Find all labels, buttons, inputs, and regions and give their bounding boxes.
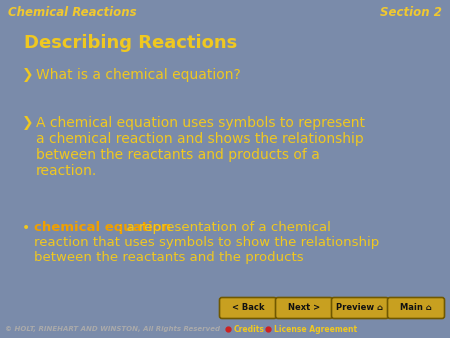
Text: between the reactants and the products: between the reactants and the products [34, 251, 304, 264]
FancyBboxPatch shape [220, 297, 276, 318]
Text: Credits: Credits [234, 324, 265, 334]
FancyBboxPatch shape [275, 297, 333, 318]
Text: chemical equation: chemical equation [34, 221, 171, 234]
Text: a chemical reaction and shows the relationship: a chemical reaction and shows the relati… [36, 132, 364, 146]
Text: between the reactants and products of a: between the reactants and products of a [36, 148, 320, 162]
Text: A chemical equation uses symbols to represent: A chemical equation uses symbols to repr… [36, 116, 365, 130]
Text: Next >: Next > [288, 304, 320, 313]
Text: Describing Reactions: Describing Reactions [24, 34, 237, 52]
Text: ❯: ❯ [22, 116, 34, 130]
FancyBboxPatch shape [332, 297, 388, 318]
Text: •: • [22, 221, 30, 235]
Text: © HOLT, RINEHART AND WINSTON, All Rights Reserved: © HOLT, RINEHART AND WINSTON, All Rights… [5, 326, 220, 332]
Text: reaction.: reaction. [36, 164, 97, 178]
FancyBboxPatch shape [387, 297, 445, 318]
Text: Section 2: Section 2 [380, 6, 442, 20]
Text: < Back: < Back [232, 304, 264, 313]
Text: Preview ⌂: Preview ⌂ [337, 304, 383, 313]
Text: Chemical Reactions: Chemical Reactions [8, 6, 137, 20]
Text: Main ⌂: Main ⌂ [400, 304, 432, 313]
Text: : a representation of a chemical: : a representation of a chemical [118, 221, 331, 234]
Text: License Agreement: License Agreement [274, 324, 357, 334]
Text: reaction that uses symbols to show the relationship: reaction that uses symbols to show the r… [34, 236, 379, 249]
Text: ❯: ❯ [22, 68, 34, 82]
Text: What is a chemical equation?: What is a chemical equation? [36, 68, 241, 82]
